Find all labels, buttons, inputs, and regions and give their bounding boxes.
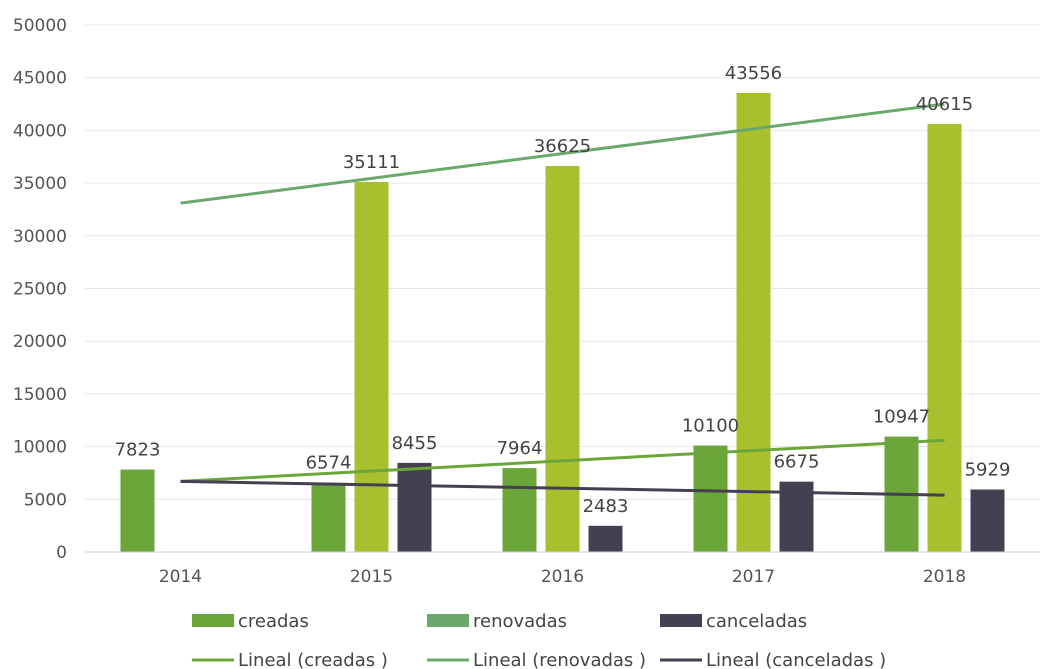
y-tick-label: 20000	[13, 332, 67, 352]
data-labels: 7823 6574 7964 10100 10947 35111 36625 43556 406…	[115, 63, 1011, 517]
x-tick-label: 2017	[732, 567, 775, 587]
data-label-creadas: 7823	[115, 440, 161, 461]
bar-renovadas	[927, 123, 962, 552]
trendline-renovadas	[180, 102, 945, 205]
data-label-renovadas: 35111	[343, 152, 400, 173]
data-label-creadas: 7964	[497, 438, 543, 459]
y-tick-label: 30000	[13, 227, 67, 247]
y-tick-label: 15000	[13, 385, 67, 405]
y-axis: 0 5000 10000 15000 20000 25000 30000 35000 40000…	[13, 16, 67, 563]
x-tick-label: 2016	[541, 567, 584, 587]
y-tick-label: 50000	[13, 16, 67, 36]
trendline-canceladas	[180, 479, 945, 497]
legend-label-creadas: creadas	[238, 611, 309, 632]
bar-renovadas	[354, 181, 389, 552]
bar-creadas	[693, 445, 728, 552]
legend: creadas renovadas canceladas Lineal (creada…	[192, 611, 886, 669]
data-label-renovadas: 43556	[725, 63, 782, 84]
y-tick-label: 45000	[13, 69, 67, 89]
legend-trend-label-canceladas: Lineal (canceladas )	[706, 650, 886, 669]
data-label-canceladas: 5929	[965, 460, 1011, 481]
data-label-canceladas: 2483	[583, 496, 629, 517]
x-tick-label: 2014	[159, 567, 202, 587]
data-label-canceladas: 6675	[774, 452, 820, 473]
data-label-creadas: 10947	[873, 407, 930, 428]
bar-canceladas	[588, 525, 623, 552]
legend-trend-label-creadas: Lineal (creadas )	[238, 650, 388, 669]
data-label-creadas: 10100	[682, 416, 739, 437]
trendlines	[180, 102, 945, 497]
bar-creadas	[502, 468, 537, 552]
bar-creadas	[311, 482, 346, 552]
x-tick-label: 2015	[350, 567, 393, 587]
data-label-canceladas: 8455	[392, 433, 438, 454]
bar-canceladas	[397, 462, 432, 552]
legend-swatch-creadas	[192, 614, 234, 627]
y-tick-label: 0	[56, 543, 67, 563]
legend-label-canceladas: canceladas	[706, 611, 807, 632]
data-label-renovadas: 40615	[916, 94, 973, 115]
bar-canceladas	[970, 489, 1005, 552]
y-tick-label: 10000	[13, 438, 67, 458]
legend-trend-label-renovadas: Lineal (renovadas )	[473, 650, 646, 669]
x-axis: 2014 2015 2016 2017 2018	[85, 551, 1040, 587]
legend-swatch-renovadas	[427, 614, 469, 627]
y-tick-label: 40000	[13, 121, 67, 141]
bar-renovadas	[545, 165, 580, 552]
x-tick-label: 2018	[923, 567, 966, 587]
bar-creadas	[120, 469, 155, 552]
bar-renovadas	[736, 92, 771, 552]
y-tick-label: 5000	[24, 490, 67, 510]
trendline-creadas	[180, 438, 945, 483]
legend-label-renovadas: renovadas	[473, 611, 567, 632]
y-tick-label: 25000	[13, 280, 67, 300]
legend-swatch-canceladas	[660, 614, 702, 627]
data-label-creadas: 6574	[306, 453, 352, 474]
data-label-renovadas: 36625	[534, 136, 591, 157]
y-tick-label: 35000	[13, 174, 67, 194]
